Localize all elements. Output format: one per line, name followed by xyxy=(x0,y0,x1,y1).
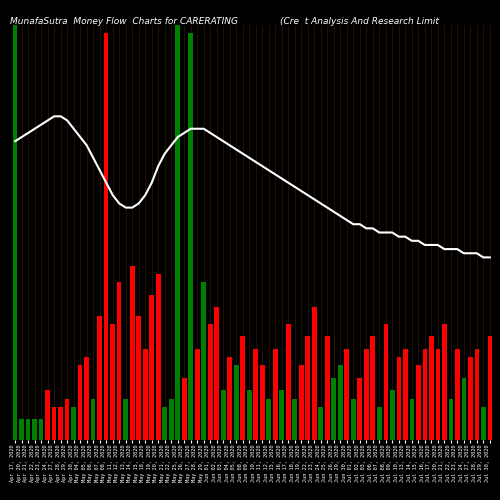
Text: (Cre  t Analysis And Research Limit: (Cre t Analysis And Research Limit xyxy=(280,18,439,26)
Bar xyxy=(72,407,76,440)
Bar xyxy=(292,398,297,440)
Bar xyxy=(306,336,310,440)
Bar xyxy=(344,348,349,440)
Bar xyxy=(364,348,368,440)
Bar xyxy=(162,407,167,440)
Bar xyxy=(143,348,148,440)
Bar xyxy=(318,407,323,440)
Bar xyxy=(13,25,18,440)
Bar xyxy=(280,390,284,440)
Bar xyxy=(195,348,200,440)
Bar xyxy=(410,398,414,440)
Bar xyxy=(312,307,316,440)
Bar xyxy=(156,274,160,440)
Bar xyxy=(377,407,382,440)
Bar xyxy=(208,324,212,440)
Bar xyxy=(214,307,219,440)
Bar xyxy=(254,348,258,440)
Bar xyxy=(325,336,330,440)
Bar xyxy=(429,336,434,440)
Bar xyxy=(117,282,121,440)
Bar xyxy=(104,34,108,440)
Bar xyxy=(416,366,420,440)
Bar xyxy=(481,407,486,440)
Bar xyxy=(65,398,70,440)
Bar xyxy=(351,398,356,440)
Bar xyxy=(169,398,173,440)
Bar xyxy=(474,348,479,440)
Bar xyxy=(488,336,492,440)
Text: MunafaSutra  Money Flow  Charts for CARERATING: MunafaSutra Money Flow Charts for CARERA… xyxy=(10,18,238,26)
Bar xyxy=(358,378,362,440)
Bar xyxy=(273,348,278,440)
Bar xyxy=(46,390,50,440)
Bar xyxy=(84,357,89,440)
Bar xyxy=(448,398,453,440)
Bar xyxy=(98,316,102,440)
Bar xyxy=(403,348,407,440)
Bar xyxy=(396,357,401,440)
Bar xyxy=(182,378,186,440)
Bar xyxy=(176,25,180,440)
Bar xyxy=(338,366,342,440)
Bar xyxy=(221,390,226,440)
Bar xyxy=(20,419,24,440)
Bar xyxy=(442,324,446,440)
Bar xyxy=(390,390,394,440)
Bar xyxy=(52,407,56,440)
Bar xyxy=(228,357,232,440)
Bar xyxy=(299,366,304,440)
Bar xyxy=(240,336,245,440)
Bar xyxy=(370,336,375,440)
Bar xyxy=(130,266,134,440)
Bar xyxy=(436,348,440,440)
Bar xyxy=(462,378,466,440)
Bar xyxy=(384,324,388,440)
Bar xyxy=(39,419,44,440)
Bar xyxy=(110,324,115,440)
Bar xyxy=(136,316,141,440)
Bar xyxy=(91,398,96,440)
Bar xyxy=(32,419,37,440)
Bar xyxy=(202,282,206,440)
Bar xyxy=(260,366,264,440)
Bar xyxy=(26,419,30,440)
Bar xyxy=(332,378,336,440)
Bar xyxy=(58,407,63,440)
Bar xyxy=(78,366,82,440)
Bar xyxy=(422,348,427,440)
Bar xyxy=(455,348,460,440)
Bar xyxy=(188,34,193,440)
Bar xyxy=(468,357,472,440)
Bar xyxy=(150,294,154,440)
Bar xyxy=(247,390,252,440)
Bar xyxy=(266,398,271,440)
Bar xyxy=(124,398,128,440)
Bar xyxy=(286,324,290,440)
Bar xyxy=(234,366,238,440)
